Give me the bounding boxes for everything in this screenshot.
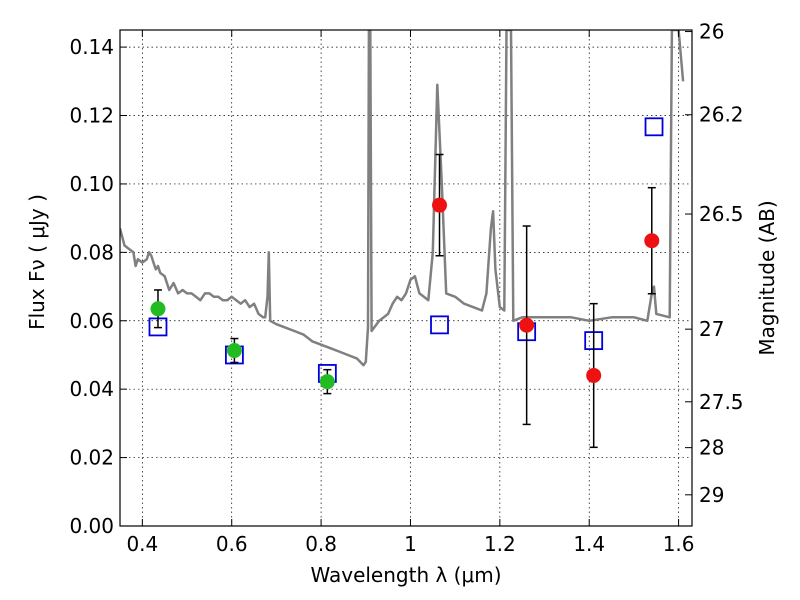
photometry-layer bbox=[148, 117, 664, 449]
y-tick-label: 0.02 bbox=[69, 446, 114, 470]
axis-ticks: 0.4 0.6 0.8 1 1.2 1.4 1.6 0.00 0.02 0.04 0.06 0.08 0… bbox=[69, 20, 743, 556]
y-tick-label: 0.12 bbox=[69, 104, 114, 128]
x-tick-label: 1.6 bbox=[663, 532, 695, 556]
right-tick-label: 26 bbox=[699, 20, 724, 44]
model-spectrum-layer bbox=[120, 30, 685, 367]
y-tick-label: 0.14 bbox=[69, 35, 114, 59]
y-tick-label: 0.00 bbox=[69, 514, 114, 538]
y-axis-right-label: Magnitude (AB) bbox=[755, 200, 779, 355]
x-tick-label: 0.8 bbox=[305, 532, 337, 556]
y-tick-label: 0.04 bbox=[69, 377, 114, 401]
model-photometry-box bbox=[644, 117, 664, 137]
right-tick-label: 29 bbox=[699, 483, 724, 507]
x-tick-label: 1 bbox=[404, 532, 417, 556]
y-tick-label: 0.10 bbox=[69, 172, 114, 196]
x-tick-label: 0.6 bbox=[216, 532, 248, 556]
red-data-point bbox=[432, 197, 448, 213]
right-tick-label: 27.5 bbox=[699, 390, 744, 414]
x-axis-label: Wavelength λ (μm) bbox=[310, 563, 501, 587]
y-axis-label: Flux Fν ( μJy ) bbox=[25, 194, 49, 330]
x-tick-label: 1.4 bbox=[573, 532, 605, 556]
right-tick-label: 26.5 bbox=[699, 202, 744, 226]
red-data-point bbox=[586, 367, 602, 383]
model-photometry-box bbox=[430, 315, 449, 335]
y-tick-label: 0.08 bbox=[69, 240, 114, 264]
grid bbox=[120, 30, 692, 527]
x-tick-label: 0.4 bbox=[126, 532, 158, 556]
y-tick-label: 0.06 bbox=[69, 309, 114, 333]
right-tick-label: 27 bbox=[699, 317, 724, 341]
red-data-point bbox=[644, 233, 660, 249]
right-tick-label: 28 bbox=[699, 436, 724, 460]
green-data-point bbox=[150, 301, 166, 317]
x-tick-label: 1.2 bbox=[484, 532, 516, 556]
plot-frame bbox=[119, 29, 693, 527]
green-data-point bbox=[226, 343, 242, 359]
right-tick-label: 26.2 bbox=[699, 103, 744, 127]
model-spectrum-line bbox=[120, 30, 685, 367]
red-data-point bbox=[519, 317, 535, 333]
green-data-point bbox=[319, 374, 335, 390]
